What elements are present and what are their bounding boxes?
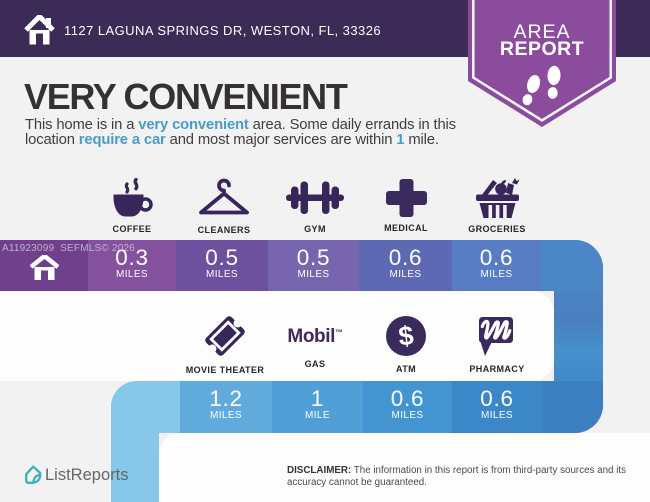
svg-text:$: $ (397, 320, 415, 351)
